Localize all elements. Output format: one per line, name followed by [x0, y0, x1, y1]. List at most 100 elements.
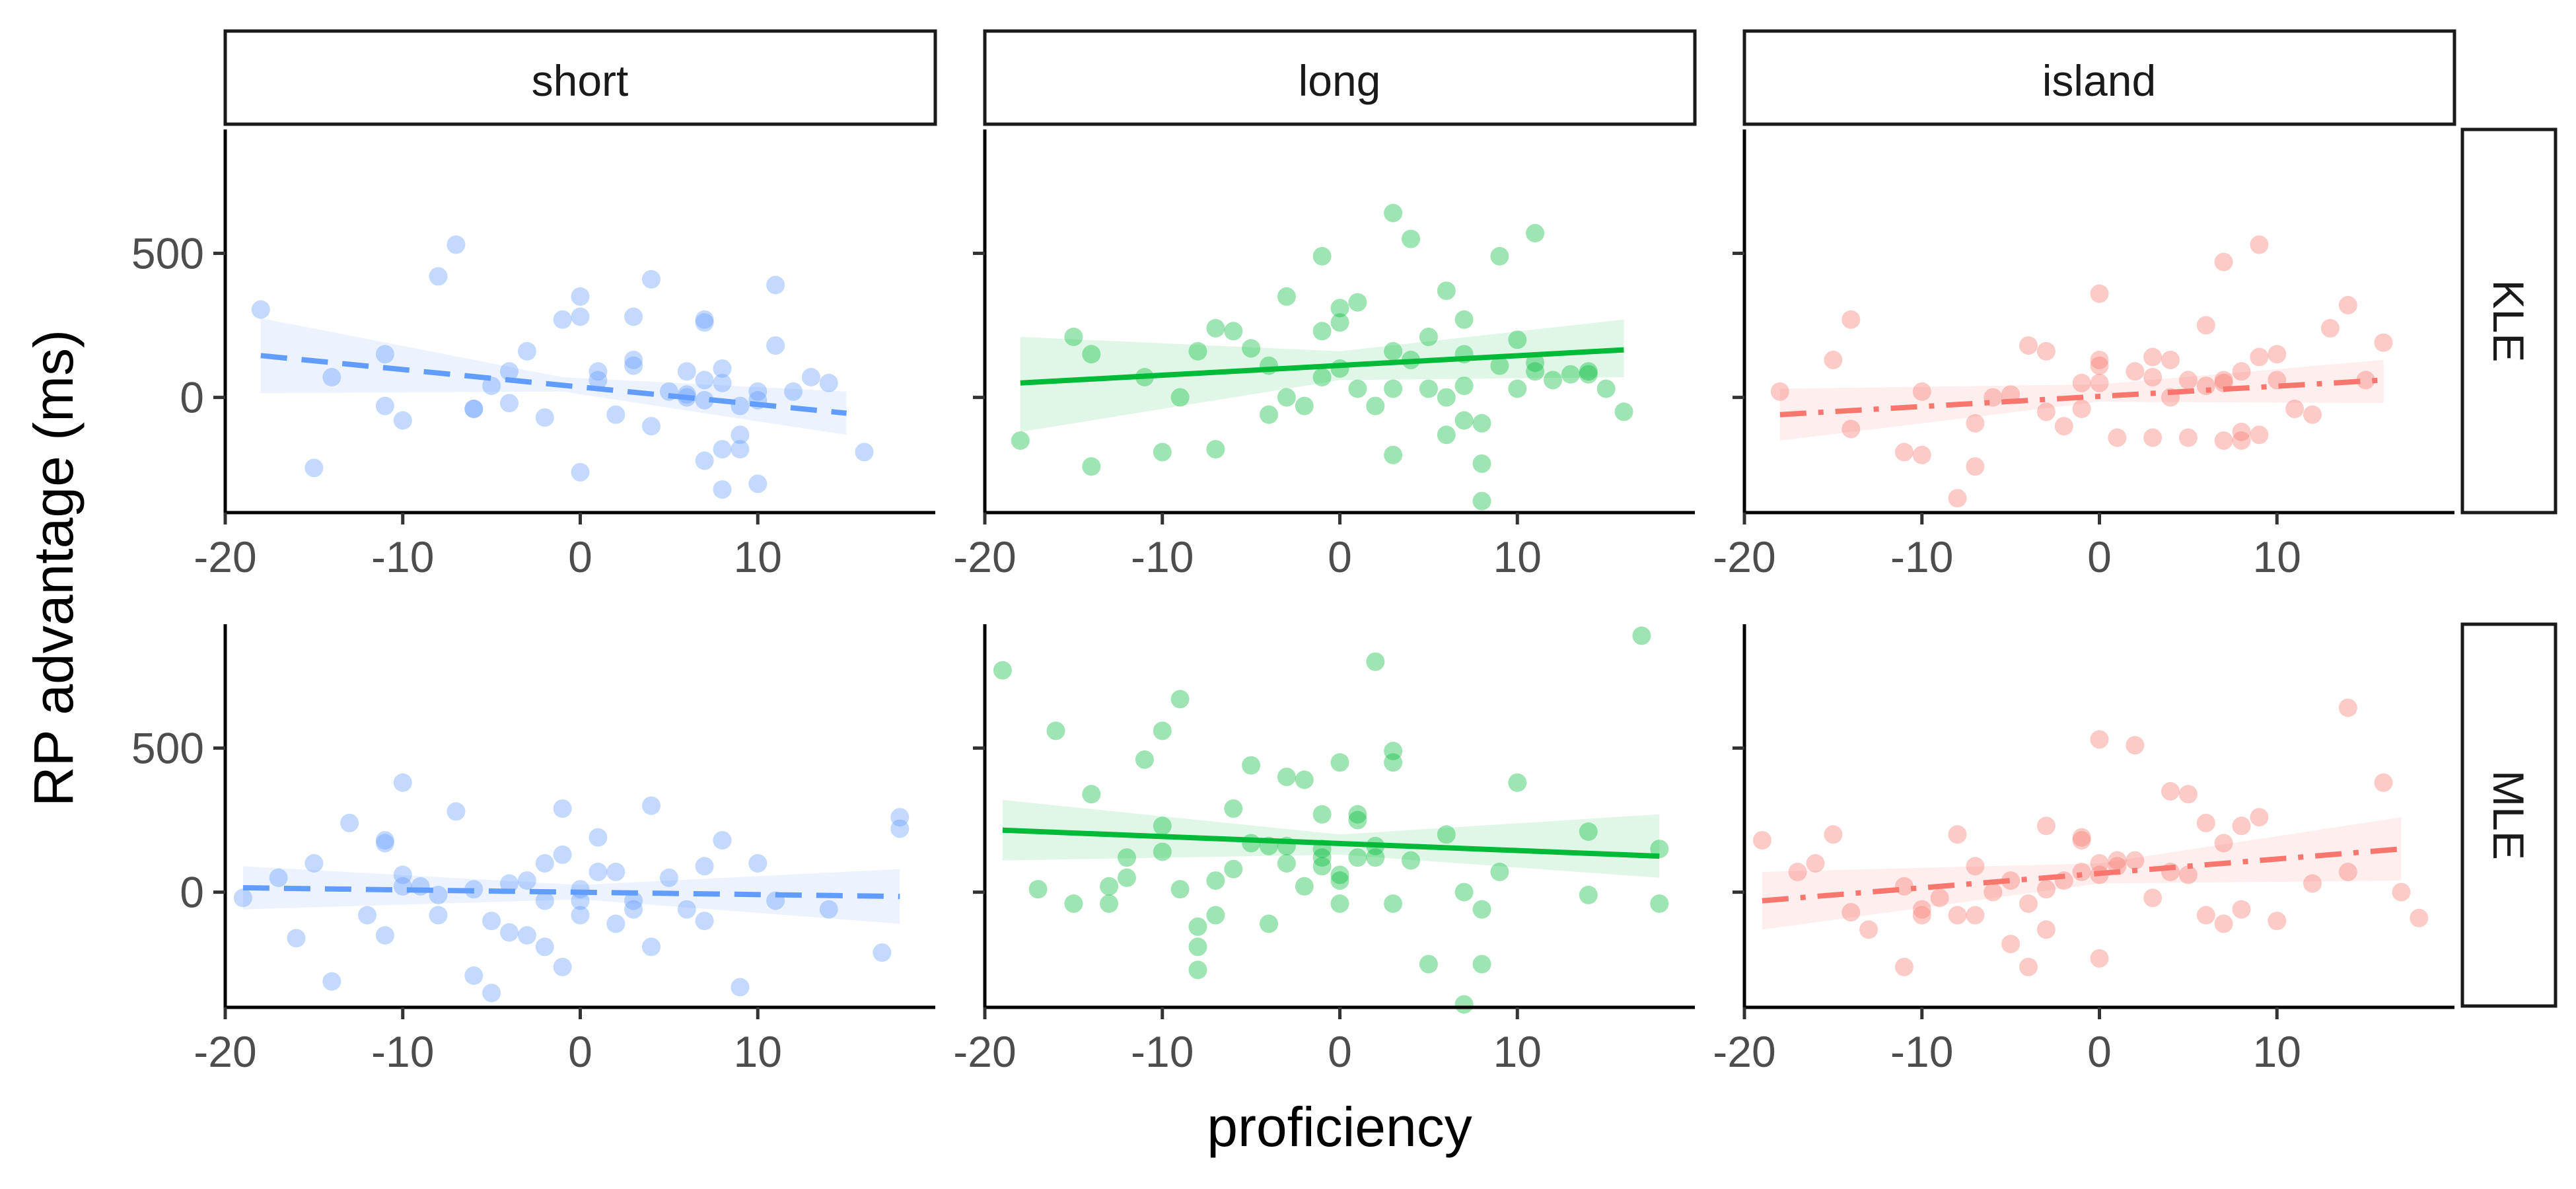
data-point-short-mle [429, 906, 448, 925]
data-point-long-kle [1437, 281, 1456, 301]
data-point-long-mle [1419, 955, 1438, 974]
data-point-short-mle [375, 834, 394, 853]
confidence-band-short-mle [242, 866, 900, 924]
data-point-island-mle [2019, 957, 2038, 976]
data-point-short-kle [695, 313, 714, 332]
data-point-island-mle [2196, 906, 2215, 925]
data-point-long-mle [1330, 894, 1349, 913]
data-point-island-kle [2090, 373, 2109, 392]
data-point-long-kle [1384, 342, 1403, 361]
data-point-island-kle [2303, 405, 2322, 424]
data-point-short-kle [606, 405, 626, 424]
data-point-short-mle [873, 943, 892, 962]
data-point-short-kle [571, 287, 590, 306]
data-point-long-mle [1118, 868, 1136, 887]
data-point-short-kle [464, 400, 483, 418]
data-point-short-mle [553, 799, 572, 818]
regression-line-short-kle [260, 353, 847, 416]
x-tick-label-short-mle: -10 [371, 1027, 434, 1076]
data-point-short-mle [393, 773, 412, 792]
data-point-long-kle [1242, 339, 1261, 358]
x-tick-label-long-kle: -10 [1131, 532, 1194, 581]
data-point-long-kle [1526, 224, 1545, 242]
data-point-island-kle [1912, 445, 1931, 464]
data-point-island-mle [2250, 808, 2269, 827]
data-point-island-mle [2374, 773, 2393, 792]
data-point-island-mle [2232, 900, 2251, 919]
data-point-island-kle [2338, 296, 2357, 314]
data-point-short-mle [375, 831, 394, 850]
data-point-island-mle [1984, 883, 2003, 902]
data-point-long-kle [1526, 353, 1545, 373]
data-point-short-kle [642, 270, 661, 289]
data-point-long-kle [1454, 310, 1474, 329]
data-point-island-mle [1966, 857, 1985, 876]
data-point-long-mle [1650, 894, 1669, 913]
data-point-island-mle [2214, 914, 2233, 933]
data-point-island-kle [2054, 417, 2073, 436]
data-point-short-kle [642, 417, 661, 436]
data-point-long-mle [1348, 811, 1367, 830]
data-point-short-mle [500, 923, 519, 942]
data-point-short-kle [713, 373, 732, 392]
data-point-long-kle [1312, 246, 1332, 266]
data-point-long-kle [1472, 414, 1491, 433]
data-point-long-kle [1330, 359, 1349, 378]
x-tick-label-island-mle: -10 [1890, 1027, 1953, 1076]
data-point-long-kle [1508, 330, 1527, 349]
data-point-short-kle [731, 425, 750, 445]
data-point-island-kle [2178, 371, 2198, 390]
data-point-long-mle [1242, 834, 1261, 853]
data-point-long-kle [1082, 457, 1101, 476]
data-point-island-kle [2356, 371, 2375, 390]
data-point-island-kle [1966, 414, 1985, 433]
data-point-short-kle [784, 382, 803, 401]
data-point-long-kle [1614, 402, 1633, 421]
data-point-long-mle [1454, 995, 1474, 1014]
data-point-long-mle [1384, 753, 1403, 772]
panels-layer: -20 -10 0 10 0 500 -20 -10 0 10 -20 -10 0 10 -20 -10 0 10… [131, 129, 2454, 1076]
data-point-island-mle [1948, 825, 1967, 844]
data-point-short-kle [695, 390, 714, 410]
data-point-island-kle [2036, 342, 2056, 361]
data-point-long-mle [1312, 848, 1332, 867]
data-point-long-kle [1348, 379, 1367, 398]
x-tick-label-island-kle: -20 [1713, 532, 1775, 581]
data-point-short-kle [429, 267, 448, 286]
x-tick-label-short-kle: 0 [568, 532, 592, 581]
data-point-long-kle [1472, 454, 1491, 473]
data-point-long-kle [1224, 322, 1243, 341]
data-point-long-mle [1277, 768, 1296, 787]
data-point-long-kle [1011, 431, 1030, 450]
data-point-island-mle [2392, 883, 2411, 902]
x-tick-label-long-mle: 10 [1493, 1027, 1542, 1076]
data-point-long-kle [1579, 362, 1598, 381]
data-point-island-mle [1752, 831, 1771, 850]
data-point-island-kle [1948, 489, 1967, 508]
panel-long-kle: -20 -10 0 10 [953, 129, 1695, 581]
data-point-long-mle [1153, 816, 1172, 836]
data-point-long-mle [1330, 871, 1349, 890]
data-point-island-kle [2143, 428, 2163, 447]
data-point-long-kle [1260, 405, 1278, 424]
data-point-short-kle [464, 400, 483, 418]
data-point-island-mle [2268, 912, 2287, 931]
data-point-long-mle [1170, 880, 1190, 899]
panel-island-mle: -20 -10 0 10 [1713, 624, 2454, 1076]
data-point-island-mle [1912, 906, 1931, 925]
regression-line-long-mle [1002, 827, 1660, 859]
data-point-long-kle [1596, 379, 1616, 398]
data-point-long-mle [1135, 750, 1154, 769]
data-point-short-kle [801, 368, 820, 386]
data-point-short-mle [500, 874, 519, 893]
data-point-short-kle [713, 440, 732, 459]
data-point-short-mle [304, 854, 324, 873]
data-point-island-kle [2214, 252, 2233, 271]
data-point-short-mle [695, 857, 714, 876]
data-point-long-kle [1312, 322, 1332, 341]
data-point-long-kle [1170, 388, 1190, 407]
data-point-island-kle [2232, 422, 2251, 441]
data-point-short-mle [535, 891, 554, 910]
data-point-island-mle [2410, 908, 2429, 927]
data-point-long-mle [1046, 721, 1065, 740]
